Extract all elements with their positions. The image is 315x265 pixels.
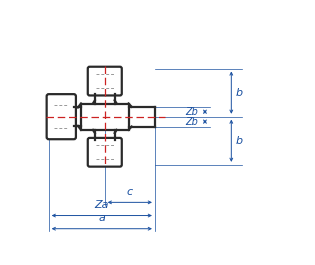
Text: a: a [98, 213, 105, 223]
Text: Za: Za [94, 200, 109, 210]
Text: Zb: Zb [186, 117, 198, 127]
Text: b: b [235, 88, 242, 98]
Text: Zb: Zb [186, 107, 198, 117]
Bar [81, 104, 129, 130]
FancyBboxPatch shape [88, 67, 122, 95]
Text: b: b [235, 136, 242, 146]
Text: c: c [127, 187, 133, 197]
FancyBboxPatch shape [47, 94, 76, 139]
FancyBboxPatch shape [88, 138, 122, 167]
